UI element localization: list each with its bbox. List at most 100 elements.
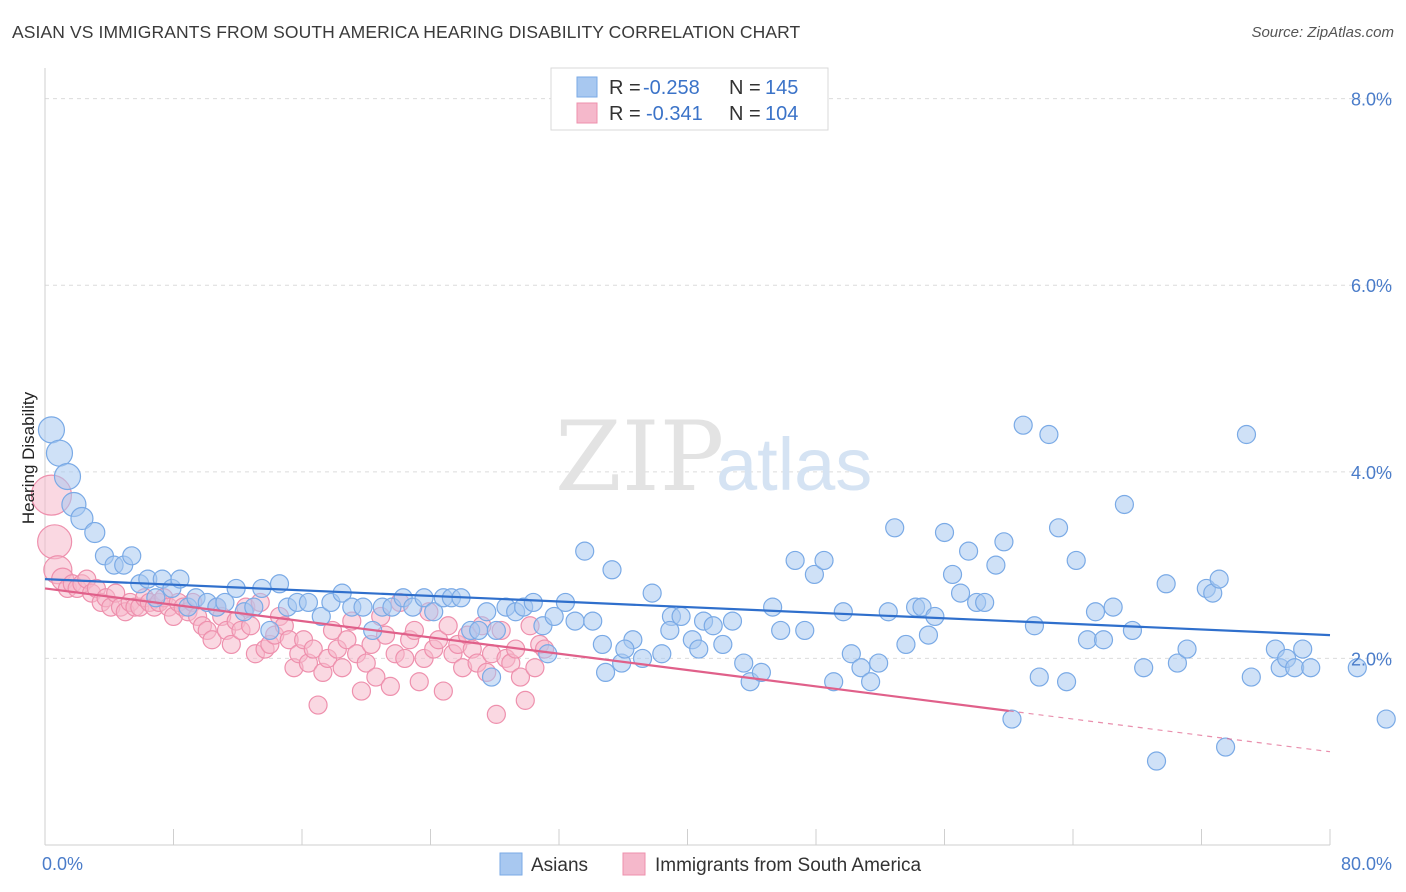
asians-point xyxy=(1103,597,1123,617)
asians-point xyxy=(1134,658,1154,678)
asians-point xyxy=(975,592,995,613)
y-axis-label: Hearing Disability xyxy=(19,391,38,524)
source-credit: Source: ZipAtlas.com xyxy=(1251,24,1394,41)
watermark-atlas: atlas xyxy=(716,423,872,506)
asians-point xyxy=(1241,667,1261,687)
asians-trend-line xyxy=(44,578,1331,637)
watermark: ZIP atlas xyxy=(555,401,872,513)
asians-point xyxy=(1039,424,1059,445)
series-immigrants-points xyxy=(30,474,555,724)
asians-point xyxy=(934,522,955,543)
asians-point xyxy=(592,634,612,655)
asians-point xyxy=(942,564,963,585)
axes xyxy=(44,68,1331,846)
immigrants-point xyxy=(366,667,386,687)
asians-point xyxy=(878,602,898,622)
asians-point xyxy=(1048,518,1069,538)
asians-point xyxy=(122,546,142,566)
asians-point xyxy=(1146,751,1167,771)
asians-point xyxy=(1215,737,1236,757)
stats-n-value-pink: 104 xyxy=(765,103,798,125)
asians-point xyxy=(1085,602,1106,622)
immigrants-point xyxy=(525,658,545,678)
trend-lines xyxy=(44,578,1331,753)
asians-point xyxy=(804,564,824,585)
immigrants-point xyxy=(303,639,323,659)
immigrants-point xyxy=(351,681,372,701)
asians-point xyxy=(1114,494,1135,515)
asians-point xyxy=(1236,424,1257,445)
asians-point xyxy=(37,416,66,444)
stats-r-label: R = xyxy=(609,77,641,99)
asians-point xyxy=(486,620,506,641)
stats-swatch-pink xyxy=(576,102,598,124)
asians-point xyxy=(170,569,190,589)
asians-point xyxy=(311,606,331,627)
chart-title: ASIAN VS IMMIGRANTS FROM SOUTH AMERICA H… xyxy=(12,22,801,42)
asians-point xyxy=(523,592,543,613)
asians-point xyxy=(703,616,723,636)
asians-point xyxy=(885,518,905,538)
y-tick-label: 4.0% xyxy=(1351,463,1392,483)
asians-point xyxy=(1285,658,1305,678)
asians-point xyxy=(481,667,502,687)
asians-point xyxy=(469,620,489,641)
immigrants-trend-extension xyxy=(1008,710,1331,753)
immigrants-point xyxy=(486,704,506,724)
y-tick-label: 8.0% xyxy=(1351,90,1392,110)
asians-point xyxy=(477,602,497,622)
stats-n-value-blue: 145 xyxy=(765,77,798,99)
watermark-zip: ZIP xyxy=(555,401,724,513)
asians-point xyxy=(1301,658,1321,678)
immigrants-point xyxy=(37,524,73,560)
asians-point xyxy=(70,506,94,531)
asians-point xyxy=(814,550,834,571)
asians-point xyxy=(1167,653,1188,673)
legend-swatch-asians xyxy=(499,852,523,876)
asians-point xyxy=(583,611,603,631)
asians-point xyxy=(925,606,945,627)
stats-r-value-pink: -0.341 xyxy=(646,103,703,125)
asians-point xyxy=(851,658,871,678)
asians-point xyxy=(986,555,1006,575)
asians-point xyxy=(918,625,939,645)
asians-point xyxy=(244,597,264,617)
asians-point xyxy=(713,634,733,655)
asians-point xyxy=(950,583,971,603)
asians-point xyxy=(1029,667,1049,687)
immigrants-point xyxy=(515,690,535,710)
immigrants-point xyxy=(510,667,531,687)
asians-point xyxy=(896,634,916,655)
asians-point xyxy=(1347,658,1367,678)
asians-point xyxy=(763,597,783,617)
x-tick-min: 0.0% xyxy=(42,854,83,874)
asians-point xyxy=(824,672,844,692)
asians-point xyxy=(771,620,791,641)
asians-point xyxy=(45,439,74,467)
asians-point xyxy=(1013,415,1033,435)
asians-point xyxy=(785,550,805,571)
stats-box: R = -0.258 N = 145 R = -0.341 N = 104 xyxy=(550,67,829,131)
asians-point xyxy=(833,602,853,622)
asians-point xyxy=(795,620,815,641)
asians-point xyxy=(751,662,771,683)
immigrants-trend-line xyxy=(44,587,1009,712)
immigrants-point xyxy=(380,676,400,697)
asians-point xyxy=(994,532,1014,552)
immigrants-point xyxy=(395,648,415,669)
asians-point xyxy=(660,620,680,641)
asians-point xyxy=(734,653,754,673)
immigrants-point xyxy=(221,634,241,655)
gridlines xyxy=(45,98,1392,659)
asians-point xyxy=(424,602,444,622)
stats-r-label-2: R = xyxy=(609,103,641,125)
asians-point xyxy=(841,644,861,664)
asians-point xyxy=(84,521,106,544)
immigrants-point xyxy=(202,630,222,650)
y-tick-label: 2.0% xyxy=(1351,649,1392,669)
asians-point xyxy=(652,644,672,664)
asians-point xyxy=(1077,630,1098,650)
immigrants-point xyxy=(438,616,458,636)
immigrants-point xyxy=(433,681,453,701)
